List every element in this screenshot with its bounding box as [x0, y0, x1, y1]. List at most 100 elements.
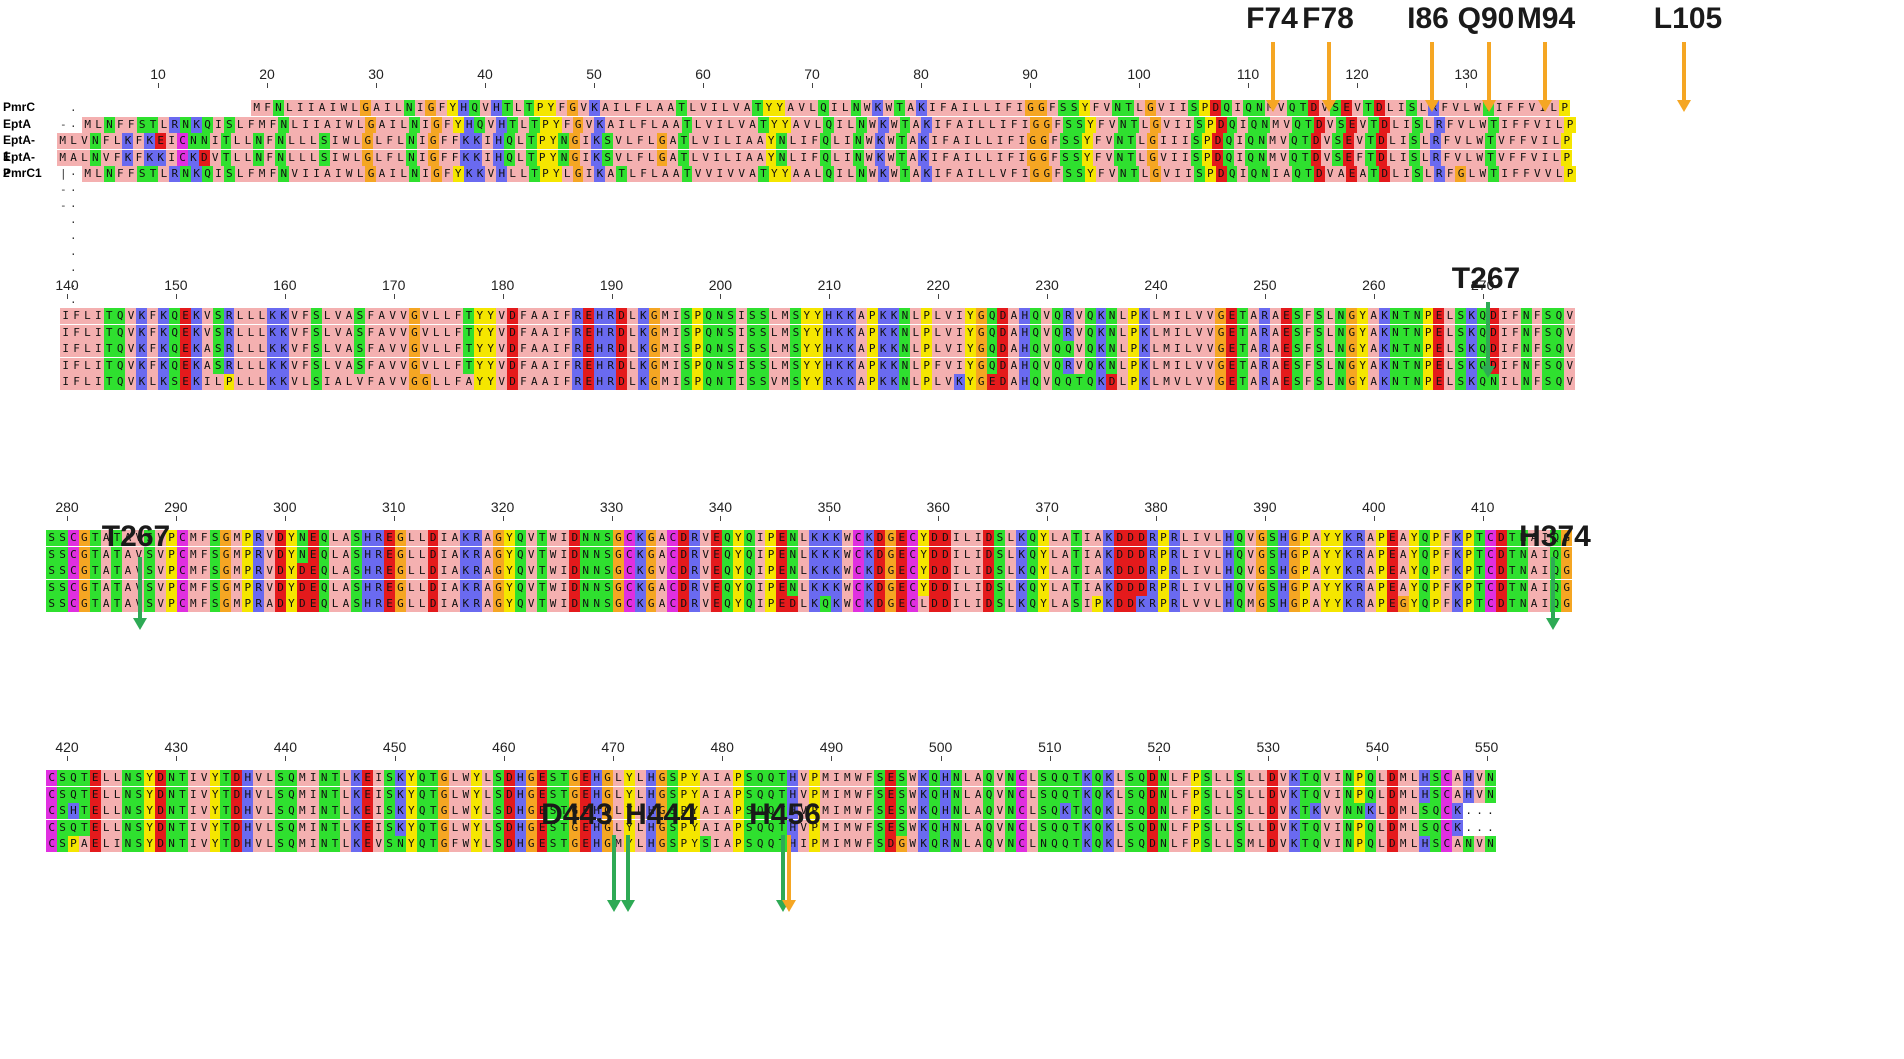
residue-cell: I — [961, 133, 973, 150]
residue-cell: P — [678, 803, 690, 820]
residue-cell: K — [394, 786, 407, 803]
residue-cell: S — [1408, 149, 1420, 166]
residue-cell: L — [1466, 116, 1478, 133]
residue-cell: L — [612, 819, 625, 836]
residue-cell: E — [383, 530, 396, 546]
residue-cell: C — [623, 530, 635, 546]
residue-cell: S — [354, 308, 366, 324]
residue-cell: L — [329, 563, 341, 580]
residue-cell: K — [888, 324, 900, 341]
residue-cell: P — [732, 803, 744, 820]
residue-cell: V — [1452, 149, 1464, 166]
residue-cell: D — [874, 596, 886, 613]
residue-cell: F — [634, 149, 646, 166]
residue-cell: Y — [1332, 546, 1344, 563]
arrow-head — [607, 900, 621, 912]
residue-cell: L — [1212, 819, 1224, 836]
residue-cell: F — [1506, 133, 1518, 150]
residue-cell: I — [1232, 100, 1244, 116]
residue-cell: L — [910, 324, 922, 341]
residue-cell: T — [1299, 786, 1311, 803]
residue-cell: I — [1397, 133, 1409, 150]
residue-cell: V — [525, 546, 537, 563]
tick-mark — [1486, 756, 1488, 761]
residue-cell: G — [427, 133, 439, 150]
residue-cell: V — [155, 530, 167, 546]
residue-cell: D — [939, 579, 952, 596]
tick-mark — [812, 83, 813, 88]
arrow-head — [1677, 100, 1691, 112]
residue-cell: Q — [1084, 308, 1096, 324]
residue-cell: I — [1190, 579, 1202, 596]
residue-cell: W — [547, 596, 559, 613]
residue-cell: N — [272, 100, 285, 116]
residue-cell: K — [278, 374, 290, 391]
position-tick-label: 180 — [490, 277, 515, 293]
residue-cell: K — [1139, 308, 1151, 324]
residue-cell: K — [1288, 836, 1300, 853]
residue-cell: V — [1526, 100, 1538, 116]
residue-cell: Y — [689, 786, 701, 803]
residue-cell: I — [616, 116, 628, 133]
residue-cell: I — [670, 308, 682, 324]
position-tick-label: 400 — [1362, 499, 1386, 515]
residue-cell: L — [289, 116, 301, 133]
residue-cell: G — [569, 149, 581, 166]
residue-cell: N — [318, 786, 330, 803]
residue-cell: L — [1444, 341, 1456, 358]
residue-cell: M — [612, 836, 625, 853]
residue-cell: T — [1128, 116, 1140, 133]
residue-cell: Q — [1286, 100, 1298, 116]
residue-cell: P — [1375, 546, 1388, 563]
residue-cell: Q — [823, 166, 835, 183]
residue-cell: K — [190, 324, 203, 341]
residue-cell: Y — [1321, 546, 1333, 563]
residue-cell: E — [896, 530, 908, 546]
residue-cell: R — [1168, 579, 1180, 596]
residue-cell: W — [460, 803, 472, 820]
residue-cell: Q — [1092, 803, 1104, 820]
residue-cell: S — [383, 803, 396, 820]
residue-cell: I — [670, 374, 682, 391]
residue-cell: D — [1310, 149, 1322, 166]
residue-cell: D — [787, 596, 799, 613]
residue-cell: N — [278, 116, 290, 133]
residue-cell: C — [623, 596, 635, 613]
residue-cell: A — [721, 770, 734, 786]
residue-cell: G — [1027, 149, 1039, 166]
residue-cell: T — [463, 324, 475, 341]
residue-cell: A — [1248, 308, 1260, 324]
residue-cell: C — [67, 579, 80, 596]
residue-cell: I — [438, 530, 450, 546]
site-label: M94 — [1516, 2, 1576, 35]
residue-cell: Q — [1550, 579, 1562, 596]
residue-cell: T — [536, 530, 548, 546]
residue-cell: S — [896, 770, 908, 786]
residue-cell: I — [414, 100, 426, 116]
residue-cell: L — [416, 596, 428, 613]
residue-cell: L — [518, 166, 530, 183]
residue-cell: L — [961, 563, 973, 580]
residue-cell: V — [496, 308, 508, 324]
residue-cell: K — [588, 100, 601, 116]
residue-cell: Q — [1234, 530, 1246, 546]
residue-cell: K — [1016, 596, 1028, 613]
tick-mark — [1047, 294, 1049, 299]
residue-cell: F — [1354, 149, 1366, 166]
residue-cell: A — [790, 166, 802, 183]
residue-cell: L — [1212, 836, 1224, 853]
residue-cell: K — [809, 563, 821, 580]
residue-cell: K — [819, 579, 832, 596]
residue-cell: V — [612, 133, 625, 150]
residue-cell: Q — [703, 374, 715, 391]
residue-cell: L — [329, 579, 341, 596]
residue-cell: G — [362, 133, 374, 150]
residue-cell: S — [212, 324, 224, 341]
residue-cell: Q — [743, 530, 755, 546]
residue-cell: A — [1364, 563, 1377, 580]
residue-cell: D — [1386, 836, 1398, 853]
residue-cell: I — [953, 324, 966, 341]
residue-cell: Y — [1408, 546, 1420, 563]
residue-cell: Q — [416, 803, 428, 820]
residue-cell: R — [1259, 357, 1271, 374]
